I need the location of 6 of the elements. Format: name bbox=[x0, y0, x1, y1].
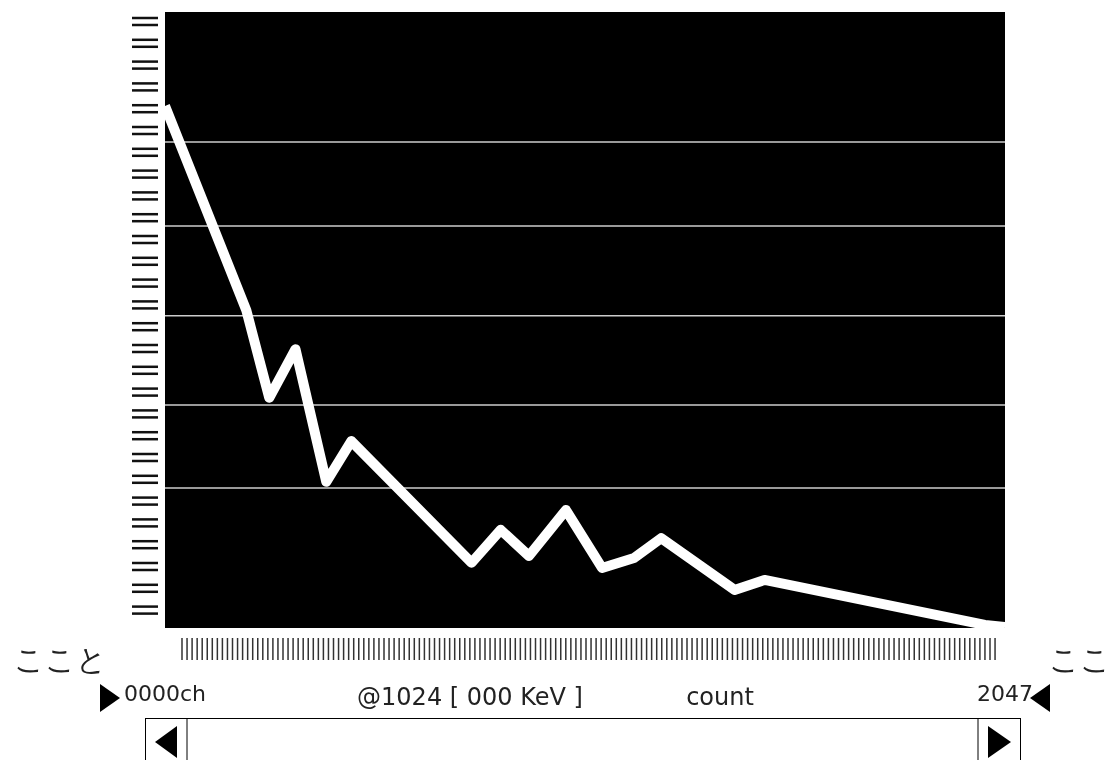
text: @1024 [ 000 KeV ] bbox=[357, 683, 583, 711]
x-tick-label: 2047 bbox=[977, 681, 1033, 706]
text: ここ bbox=[1049, 641, 1111, 679]
text: count bbox=[686, 683, 754, 711]
text: ここと bbox=[13, 641, 107, 679]
x-tick-label: 0000ch bbox=[123, 681, 207, 706]
